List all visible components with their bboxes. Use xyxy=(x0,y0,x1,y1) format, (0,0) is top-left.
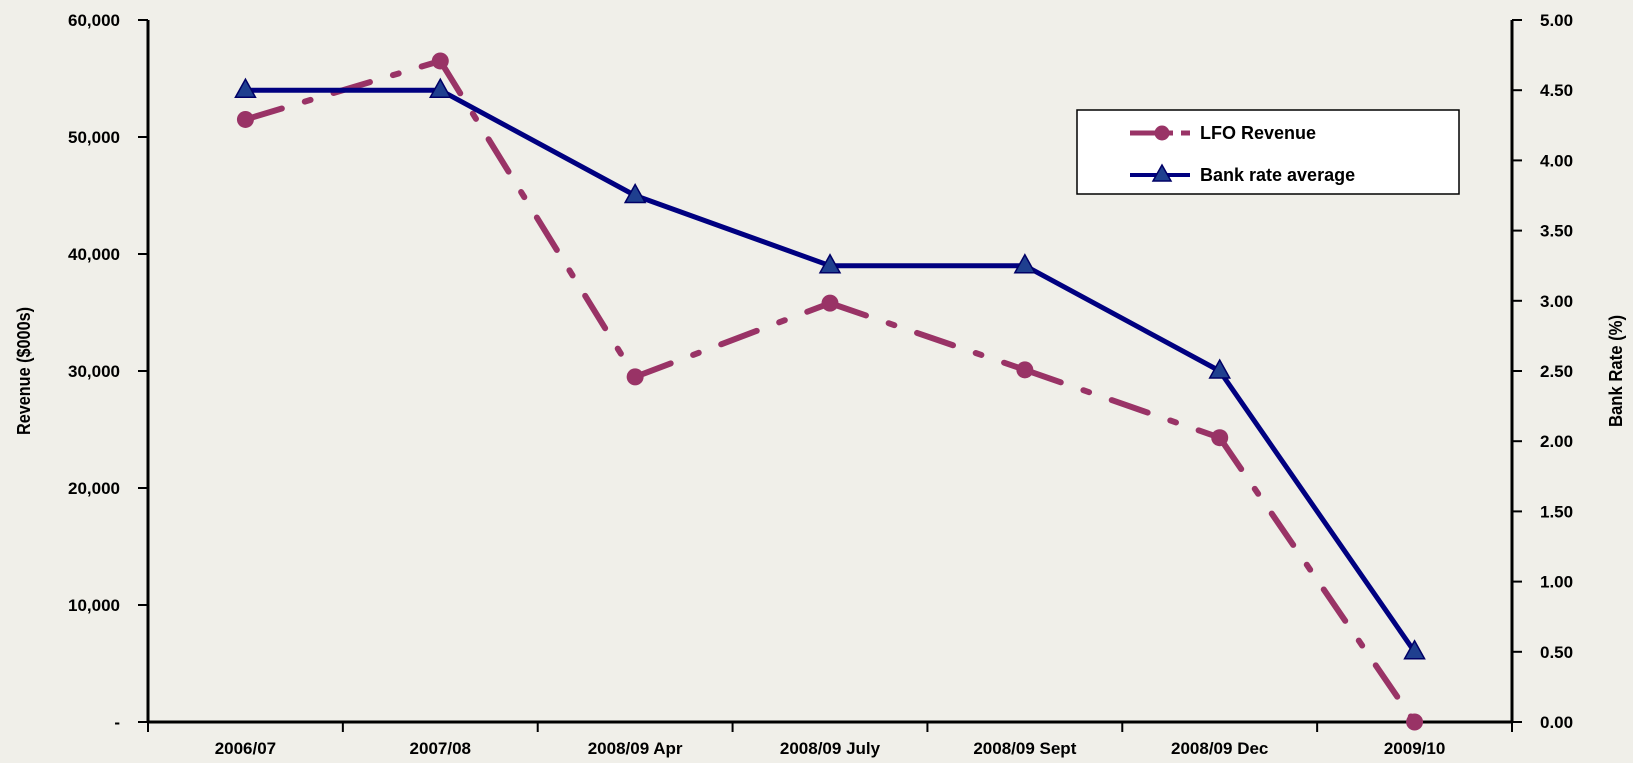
legend-marker-triangle xyxy=(1151,163,1173,182)
right-tick-label: 1.50 xyxy=(1540,502,1573,521)
data-point-triangle xyxy=(1403,639,1426,660)
left-tick-label: - xyxy=(114,713,120,732)
x-tick-label: 2008/09 Sept xyxy=(973,739,1076,758)
right-tick-label: 0.00 xyxy=(1540,713,1573,732)
x-tick-label: 2008/09 Dec xyxy=(1171,739,1268,758)
legend-label: LFO Revenue xyxy=(1200,123,1316,143)
x-tick-label: 2009/10 xyxy=(1384,739,1445,758)
right-tick-label: 4.50 xyxy=(1540,81,1573,100)
data-point-triangle xyxy=(429,77,452,98)
left-tick-label: 50,000 xyxy=(68,128,120,147)
right-tick-label: 5.00 xyxy=(1540,11,1573,30)
right-tick-label: 4.00 xyxy=(1540,151,1573,170)
x-tick-label: 2007/08 xyxy=(410,739,471,758)
right-tick-label: 2.50 xyxy=(1540,362,1573,381)
data-point-triangle xyxy=(1208,358,1231,379)
data-point-triangle xyxy=(1013,253,1037,274)
right-axis-title: Bank Rate (%) xyxy=(1606,315,1626,427)
series-segment xyxy=(437,87,638,198)
data-point-circle xyxy=(431,52,449,70)
x-tick-label: 2008/09 Apr xyxy=(588,739,683,758)
right-tick-label: 3.00 xyxy=(1540,292,1573,311)
series-segment xyxy=(1022,263,1223,374)
series-segment xyxy=(1216,434,1418,725)
series-segment xyxy=(437,57,639,380)
series-segment xyxy=(632,300,833,380)
data-point-circle xyxy=(821,294,839,312)
right-tick-label: 3.50 xyxy=(1540,222,1573,241)
series-segment xyxy=(1021,366,1223,441)
series-bank-rate-average xyxy=(234,77,1426,660)
left-axis-title: Revenue ($000s) xyxy=(14,307,34,435)
data-point-triangle xyxy=(623,182,647,204)
left-tick-label: 10,000 xyxy=(68,596,120,615)
left-tick-label: 30,000 xyxy=(68,362,120,381)
series-segment xyxy=(827,300,1028,373)
right-tick-label: 2.00 xyxy=(1540,432,1573,451)
data-point-circle xyxy=(1211,429,1229,447)
x-axis: 2006/07 2007/08 2008/09 Apr 2008/09 July 200… xyxy=(147,722,1513,758)
x-tick-label: 2008/09 July xyxy=(780,739,881,758)
data-point-circle xyxy=(236,110,254,128)
legend-box xyxy=(1076,109,1460,195)
x-tick-label: 2006/07 xyxy=(215,739,276,758)
left-axis: - 10,000 20,000 30,000 40,000 50,000 60,000 Rev… xyxy=(14,11,148,732)
series-segment xyxy=(632,193,833,269)
legend-label: Bank rate average xyxy=(1200,165,1355,185)
legend: LFO Revenue Bank rate average xyxy=(1076,109,1460,195)
left-tick-label: 60,000 xyxy=(68,11,120,30)
data-point-circle xyxy=(1016,361,1034,379)
data-point-triangle xyxy=(234,77,257,98)
left-tick-label: 40,000 xyxy=(68,245,120,264)
legend-marker-circle xyxy=(1154,125,1170,141)
series-layer xyxy=(234,52,1426,731)
data-point-circle xyxy=(626,368,644,386)
data-point-circle xyxy=(1406,713,1424,731)
right-tick-label: 1.00 xyxy=(1540,573,1573,592)
right-axis: 0.00 0.50 1.00 1.50 2.00 2.50 3.00 3.50 4.00 4.50… xyxy=(1512,11,1626,732)
left-tick-label: 20,000 xyxy=(68,479,120,498)
right-tick-label: 0.50 xyxy=(1540,643,1573,662)
data-point-triangle xyxy=(818,253,842,274)
series-segment xyxy=(1217,368,1418,655)
